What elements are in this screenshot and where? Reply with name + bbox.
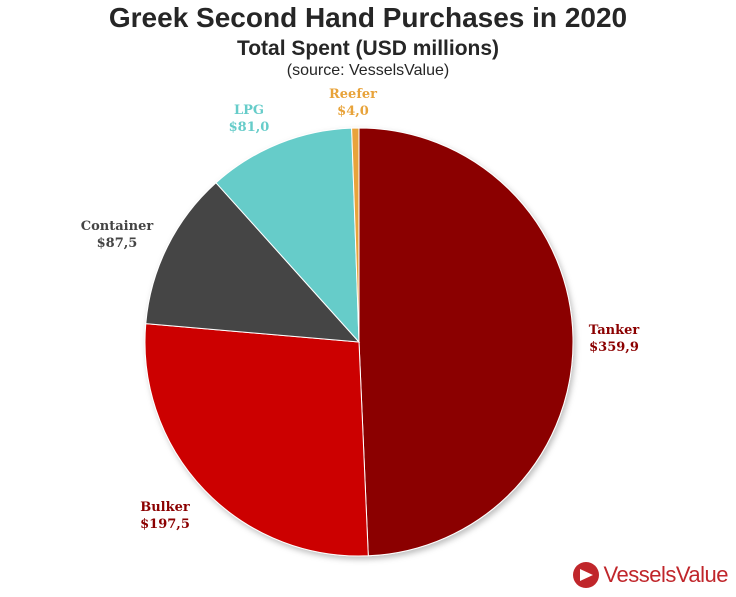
slice-label-bulker: Bulker bbox=[140, 500, 190, 515]
slice-value-container: $87,5 bbox=[97, 236, 138, 251]
pie-slice-lpg bbox=[215, 127, 360, 344]
chart-title: Greek Second Hand Purchases in 2020 bbox=[108, 2, 628, 33]
slice-label-lpg: LPG bbox=[234, 103, 264, 118]
chart-source: (source: VesselsValue) bbox=[286, 62, 450, 79]
slice-value-tanker: $359,9 bbox=[589, 340, 639, 355]
logo-text: VesselsValue bbox=[603, 562, 729, 587]
slice-value-reefer: $4,0 bbox=[337, 104, 369, 119]
slice-value-lpg: $81,0 bbox=[229, 120, 270, 135]
pie-slice-reefer bbox=[351, 127, 360, 343]
pie-slice-tanker bbox=[358, 127, 574, 557]
pie-slice-bulker bbox=[144, 323, 369, 557]
chart-subtitle: Total Spent (USD millions) bbox=[236, 37, 500, 60]
vesselsvalue-logo-icon bbox=[572, 562, 599, 588]
slice-label-container: Container bbox=[81, 219, 154, 234]
slice-value-bulker: $197,5 bbox=[140, 517, 190, 532]
vesselsvalue-logo: VesselsValue bbox=[572, 561, 729, 589]
slice-label-reefer: Reefer bbox=[329, 87, 377, 102]
slice-label-tanker: Tanker bbox=[589, 323, 640, 338]
pie-slice-container bbox=[145, 182, 361, 343]
